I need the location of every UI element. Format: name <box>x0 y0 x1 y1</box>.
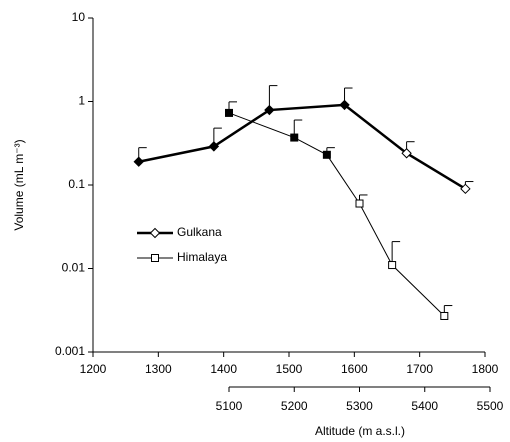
marker <box>401 148 412 159</box>
marker <box>290 133 299 142</box>
x2-tick-label: 5500 <box>477 399 504 413</box>
series-line <box>228 112 445 317</box>
y-tick-label: 1 <box>78 94 85 108</box>
x-tick-label: 1300 <box>145 362 172 376</box>
marker <box>133 156 144 167</box>
marker <box>225 108 233 117</box>
x-tick-label: 1800 <box>472 362 499 376</box>
x-tick-label: 1700 <box>406 362 433 376</box>
marker <box>208 141 220 152</box>
x2-tick-label: 5400 <box>411 399 438 413</box>
y-tick-label: 0.01 <box>62 261 86 275</box>
legend-label: Gulkana <box>177 225 222 239</box>
x-tick-label: 1600 <box>341 362 368 376</box>
series-line <box>138 103 467 190</box>
legend-marker <box>151 254 159 262</box>
x2-tick-label: 5300 <box>346 399 373 413</box>
x-tick-label: 1400 <box>210 362 237 376</box>
marker <box>322 150 331 159</box>
x2-tick-label: 5200 <box>281 399 308 413</box>
x-tick-label: 1200 <box>80 362 107 376</box>
y-tick-label: 0.001 <box>55 344 85 358</box>
marker <box>355 199 364 208</box>
y-tick-label: 0.1 <box>68 177 85 191</box>
legend-label: Himalaya <box>177 250 227 264</box>
marker <box>440 311 449 320</box>
marker <box>264 104 275 116</box>
marker <box>388 261 397 270</box>
x-axis-label: Altitude (m a.s.l.) <box>315 424 405 438</box>
marker <box>460 183 471 195</box>
x2-tick-label: 5100 <box>216 399 243 413</box>
marker <box>339 99 350 111</box>
x-tick-label: 1500 <box>276 362 303 376</box>
y-axis-label: Volume (mL m⁻³) <box>12 139 26 230</box>
legend-marker <box>149 227 161 239</box>
y-tick-label: 10 <box>72 10 86 24</box>
